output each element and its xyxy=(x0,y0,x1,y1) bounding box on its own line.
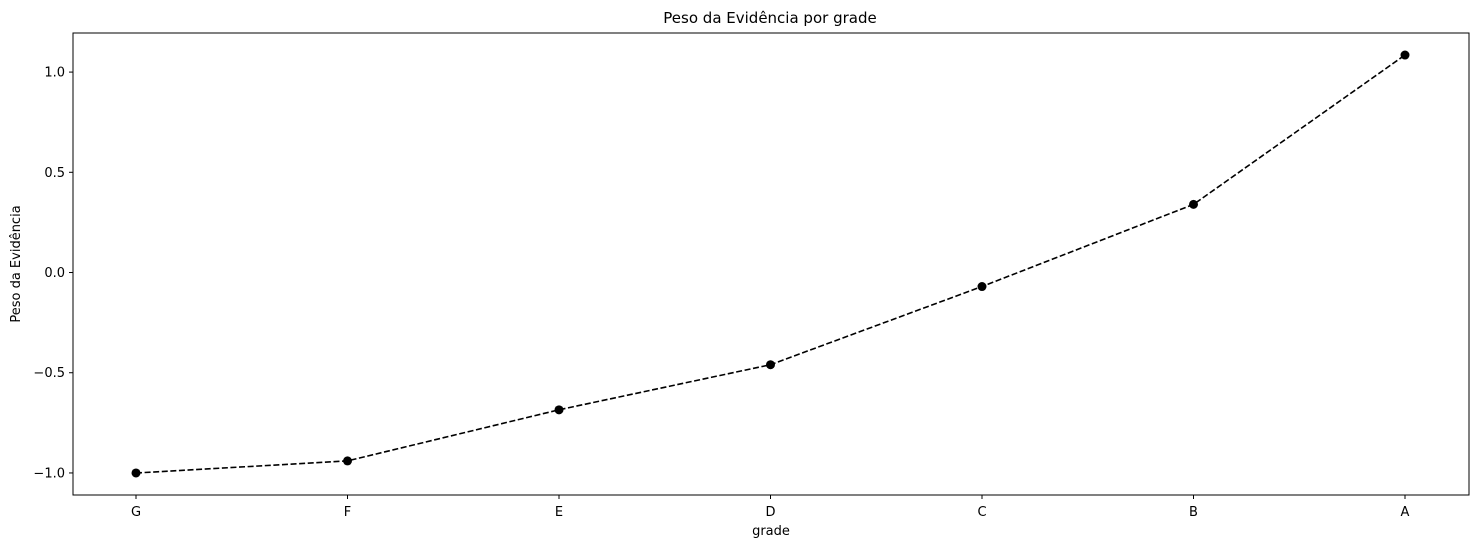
y-tick-label: 0.5 xyxy=(44,166,65,181)
data-point xyxy=(554,405,564,415)
data-series xyxy=(131,50,1410,478)
x-tick-label: F xyxy=(344,505,351,520)
y-tick-label: −0.5 xyxy=(33,366,65,381)
x-tick-label: D xyxy=(765,505,775,520)
x-tick-label: G xyxy=(131,505,141,520)
x-axis-title: grade xyxy=(752,524,790,539)
y-tick-label: 1.0 xyxy=(44,66,65,81)
y-tick-label: 0.0 xyxy=(44,266,65,281)
data-point xyxy=(343,456,352,466)
x-tick-label: E xyxy=(555,505,563,520)
y-tick-label: −1.0 xyxy=(33,466,65,481)
x-tick-label: A xyxy=(1401,505,1410,520)
data-point xyxy=(131,468,141,478)
data-point xyxy=(1189,199,1198,209)
data-point xyxy=(766,360,775,370)
chart-title: Peso da Evidência por grade xyxy=(663,9,876,27)
y-axis: −1.0 −0.5 0.0 0.5 1.0 xyxy=(33,66,73,481)
data-point xyxy=(1400,50,1410,60)
x-tick-label: C xyxy=(977,505,986,520)
data-point xyxy=(977,282,987,292)
plot-area xyxy=(72,32,1470,496)
x-tick-label: B xyxy=(1189,505,1198,520)
y-axis-title: Peso da Evidência xyxy=(9,205,24,322)
